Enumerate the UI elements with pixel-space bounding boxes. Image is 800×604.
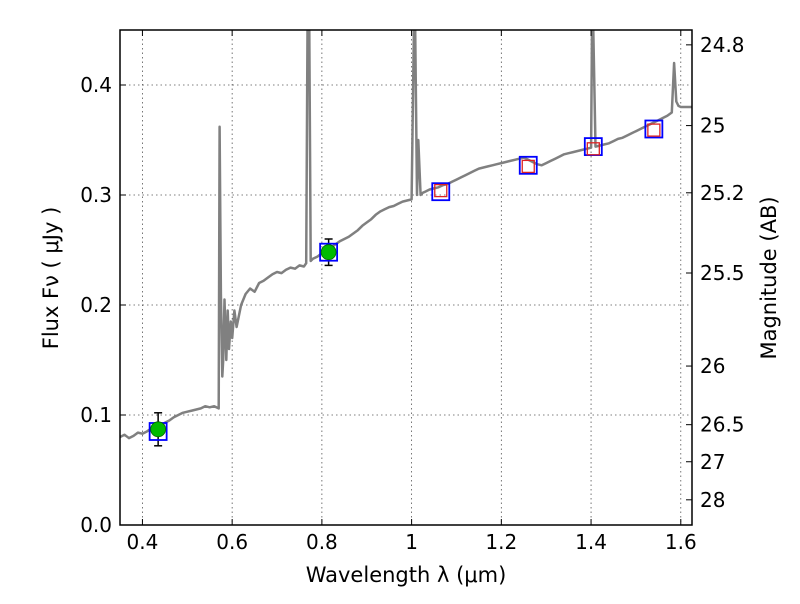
x-tick-label: 1.2 [485,530,517,554]
y2-tick-label: 26.5 [700,413,745,437]
observed-point [521,159,535,174]
observed-point [586,142,600,156]
model-point [319,242,339,262]
plot-frame [119,29,693,526]
y2-tick-label: 27 [700,450,725,474]
x-tick-label: 1.6 [665,530,697,554]
y-tick-label: 0.3 [80,183,112,207]
y-tick-label: 0.4 [80,73,112,97]
model-point [518,155,538,175]
spectrum-line [120,30,692,440]
photometry-point [320,244,337,261]
y2-tick-label: 25 [700,114,725,138]
x-tick-label: 0.4 [127,530,159,554]
observed-point [434,183,448,198]
x-tick-label: 0.8 [306,530,338,554]
x-tick-label: 1.4 [575,530,607,554]
y-tick-label: 0.2 [80,293,112,317]
y-axis-label: Flux Fν ( μJy ) [39,207,63,350]
x-tick-label: 1 [405,530,418,554]
plot-background [120,30,692,525]
axes: 0.4 0.6 0.8 1 1.2 1.4 1.6 0.0 0.1 0.2 0.3 0.4 24.8 25… [80,30,745,554]
y2-tick-label: 26 [700,354,725,378]
y2-tick-label: 24.8 [700,33,745,57]
y2-tick-label: 25.5 [700,261,745,285]
y-tick-label: 0.0 [80,513,112,537]
y2-tick-label: 25.2 [700,181,745,205]
y-tick-label: 0.1 [80,403,112,427]
photometry-point [150,421,167,438]
y2-tick-label: 28 [700,488,725,512]
model-point [644,119,664,139]
x-axis-label: Wavelength λ (μm) [306,563,507,587]
data-layer [120,30,692,447]
y2-axis-label: Magnitude (AB) [757,196,781,359]
observed-point [647,123,661,137]
model-point [431,182,451,202]
x-tick-label: 0.6 [216,530,248,554]
